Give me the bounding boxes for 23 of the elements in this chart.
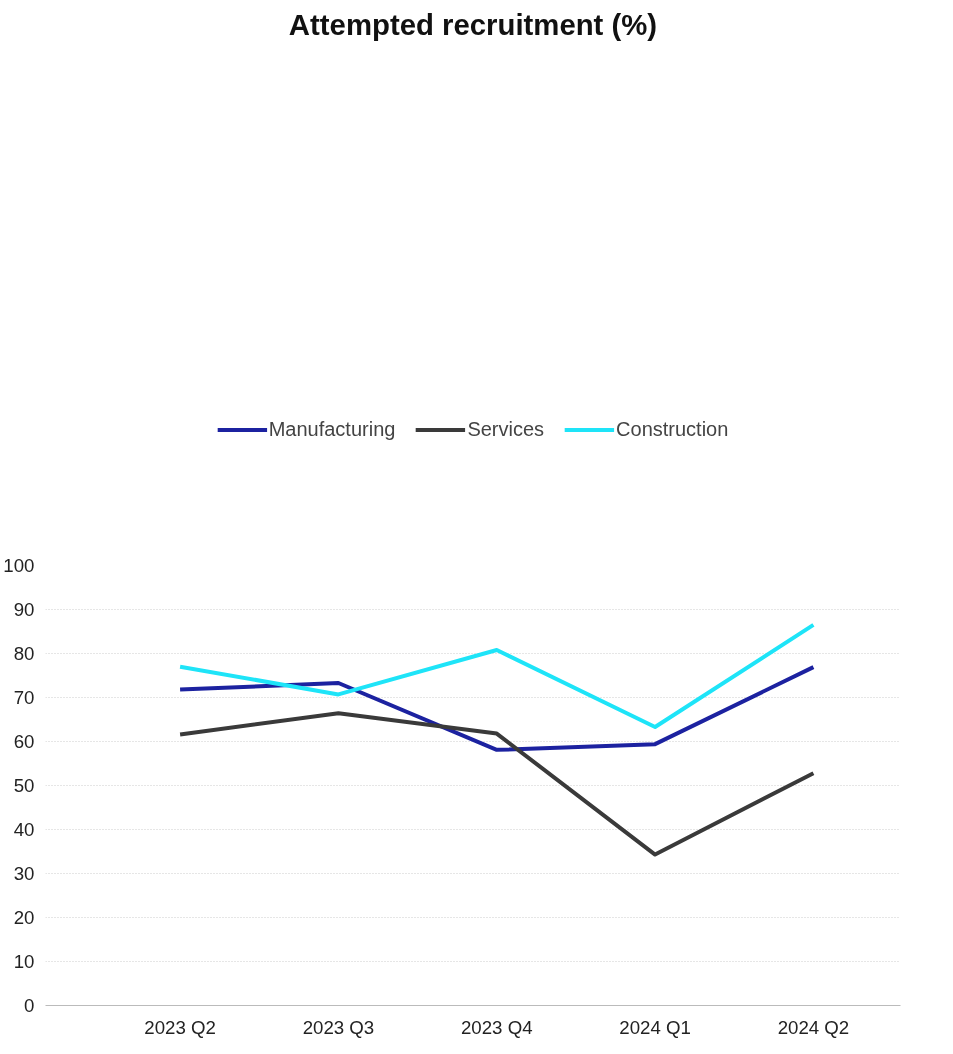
x-tick-label: 2024 Q2 [777, 1016, 850, 1038]
legend-label: Construction [616, 417, 729, 441]
y-tick-label: 30 [13, 863, 35, 884]
x-tick-label: 2023 Q2 [144, 1016, 216, 1038]
y-tick-label: 60 [13, 731, 35, 752]
chart-title: Attempted recruitment (%) [288, 7, 658, 41]
line-series [178, 622, 816, 729]
line-series [178, 665, 816, 752]
y-tick-label: 0 [24, 995, 35, 1016]
y-tick-label: 10 [13, 951, 35, 972]
y-tick-label: 70 [13, 687, 35, 708]
x-tick-label: 2023 Q3 [302, 1016, 375, 1038]
legend-label: Services [467, 417, 545, 441]
legend-label: Manufacturing [268, 417, 396, 441]
x-tick-label: 2023 Q4 [460, 1016, 533, 1038]
x-tick-label: 2024 Q1 [619, 1016, 691, 1038]
y-tick-label: 100 [3, 555, 35, 576]
line-series [178, 711, 816, 857]
y-tick-label: 90 [13, 599, 35, 620]
y-tick-label: 40 [13, 819, 35, 840]
y-tick-label: 80 [13, 643, 35, 664]
y-tick-label: 20 [13, 907, 35, 928]
y-tick-label: 50 [13, 775, 35, 796]
